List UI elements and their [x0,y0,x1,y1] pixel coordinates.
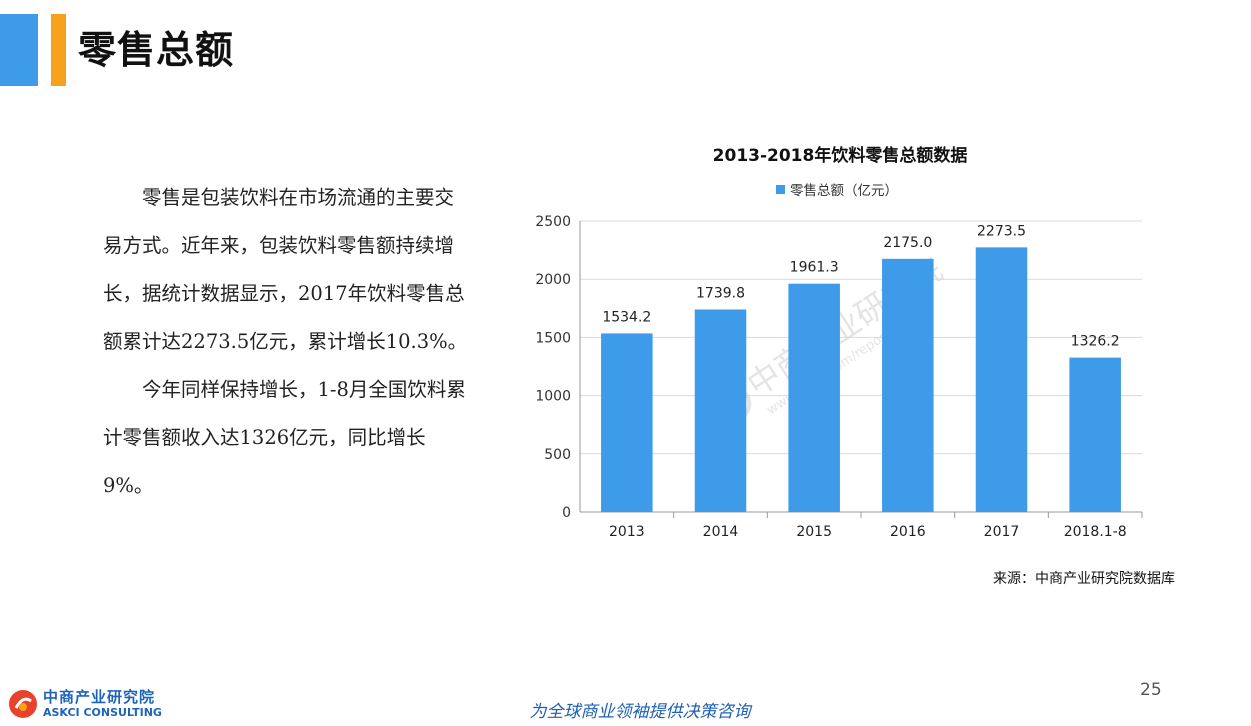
x-tick-label: 2016 [890,524,926,540]
logo-text-cn: 中商产业研究院 [43,688,156,706]
bar-value-label: 2175.0 [883,235,932,251]
bar-chart: 中商产业研究院www.askci.com/reports/05001000150… [535,214,1143,540]
x-tick-label: 2017 [984,524,1020,540]
paragraph-1: 零售是包装饮料在市场流通的主要交易方式。近年来，包装饮料零售额持续增长，据统计数… [103,186,468,353]
logo-text-en: ASKCI CONSULTING [43,706,162,719]
x-tick-label: 2015 [796,524,832,540]
logo-mark-icon [9,689,37,718]
header-accent-orange [51,14,66,86]
bar [1069,357,1121,512]
bar [694,309,747,512]
y-tick-label: 0 [562,505,571,521]
bar-value-label: 2273.5 [977,223,1026,239]
x-tick-label: 2013 [609,524,645,540]
y-tick-label: 500 [544,447,571,463]
bar-value-label: 1961.3 [790,260,839,276]
bar-value-label: 1739.8 [696,285,745,301]
y-tick-label: 1500 [535,330,571,346]
paragraph-2: 今年同样保持增长，1-8月全国饮料累计零售额收入达1326亿元，同比增长9%。 [103,378,466,497]
bar [788,283,840,512]
bar-value-label: 1326.2 [1071,334,1120,350]
x-tick-label: 2014 [703,524,739,540]
body-text: 零售是包装饮料在市场流通的主要交易方式。近年来，包装饮料零售额持续增长，据统计数… [103,174,473,510]
source-note: 来源：中商产业研究院数据库 [993,571,1175,587]
page-number: 25 [1140,680,1162,700]
bar-value-label: 1534.2 [602,309,651,325]
bar [601,333,653,512]
chart-title: 2013-2018年饮料零售总额数据 [712,146,968,166]
legend-label: 零售总额（亿元） [790,183,898,199]
footer-slogan: 为全球商业领袖提供决策咨询 [529,702,751,722]
legend-swatch [776,184,785,194]
y-tick-label: 2500 [535,214,571,230]
bar [975,247,1028,512]
company-logo: 中商产业研究院 ASKCI CONSULTING [8,688,162,719]
x-tick-label: 2018.1-8 [1064,524,1127,540]
page-title: 零售总额 [78,27,235,72]
bar [882,258,934,512]
y-tick-label: 1000 [535,389,571,405]
y-tick-label: 2000 [535,272,571,288]
header-accent-blue [0,14,38,86]
chart-legend: 零售总额（亿元） [776,179,898,199]
